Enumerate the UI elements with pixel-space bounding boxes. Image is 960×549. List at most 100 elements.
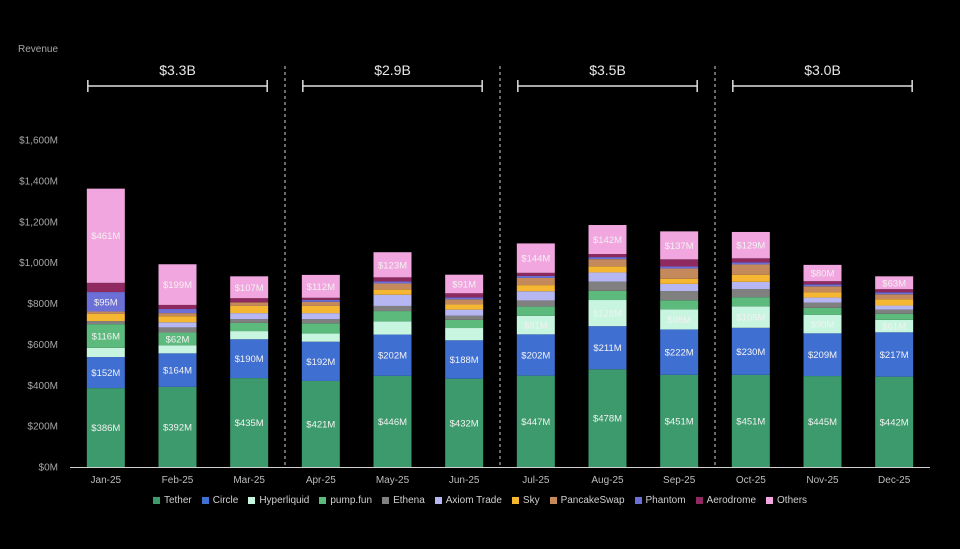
bar-segment: [445, 378, 484, 467]
data-label: $386M: [91, 423, 120, 434]
bar-segment: [875, 319, 914, 333]
bar-segment: [731, 288, 770, 298]
data-label: $63M: [882, 278, 906, 289]
legend-label: Hyperliquid: [259, 495, 310, 506]
bar-segment: [803, 292, 842, 298]
data-label: $202M: [378, 351, 407, 362]
legend-label: Tether: [163, 495, 192, 506]
data-label: $442M: [880, 417, 909, 428]
bar-segment: [158, 304, 197, 310]
bar-segment: [373, 334, 412, 376]
data-label: $62M: [166, 334, 190, 345]
legend-label: Others: [777, 495, 808, 506]
bar-segment: [301, 313, 340, 320]
bar-segment: [588, 257, 627, 260]
data-label: $392M: [163, 422, 192, 433]
bar-segment: [86, 292, 125, 312]
quarter-total-label: $3.3B: [159, 62, 196, 78]
bar-segment: [588, 225, 627, 255]
legend: Tether Circle Hyperliquid pump.fun Ethena Axi…: [0, 495, 960, 506]
data-label: $91M: [452, 279, 476, 290]
bar-segment: [230, 298, 269, 303]
bar-segment: [301, 299, 340, 302]
bar-segment: [230, 276, 269, 299]
data-label: $192M: [306, 357, 335, 368]
x-tick-label: Mar-25: [233, 475, 265, 486]
bar-segment: [516, 300, 555, 307]
bar-segment: [803, 286, 842, 293]
x-tick-label: Aug-25: [591, 475, 624, 486]
data-label: $451M: [665, 416, 694, 427]
bar-segment: [373, 283, 412, 290]
data-label: $421M: [306, 419, 335, 430]
bar-segment: [230, 319, 269, 323]
data-label: $61M: [882, 322, 906, 333]
legend-swatch: [434, 497, 442, 504]
bar-segment: [660, 283, 699, 292]
bar-segment: [445, 297, 484, 300]
data-label: $461M: [91, 231, 120, 242]
data-label: $447M: [521, 417, 550, 428]
x-tick-label: May-25: [376, 475, 410, 486]
bar-segment: [158, 313, 197, 317]
bar-segment: [86, 282, 125, 293]
bar-segment: [86, 357, 125, 389]
data-label: $451M: [736, 416, 765, 427]
bar-segment: [86, 188, 125, 283]
legend-swatch: [319, 497, 327, 504]
quarter-total-label: $3.5B: [589, 62, 626, 78]
bar-segment: [158, 345, 197, 354]
bar-segment: [516, 285, 555, 292]
legend-label: Phantom: [645, 495, 686, 506]
quarter-total-label: $3.0B: [804, 62, 841, 78]
data-label: $445M: [808, 417, 837, 428]
data-label: $432M: [450, 418, 479, 429]
bar-segment: [373, 289, 412, 295]
bar-segment: [445, 304, 484, 310]
legend-item: Circle: [201, 495, 238, 506]
bar-segment: [516, 272, 555, 276]
bar-segment: [516, 277, 555, 286]
legend-item: Hyperliquid: [248, 495, 309, 506]
bar-segment: [86, 388, 125, 467]
bar-segment: [373, 277, 412, 282]
x-tick-label: Jun-25: [449, 475, 480, 486]
legend-swatch: [766, 497, 774, 504]
legend-item: Axiom Trade: [434, 495, 502, 506]
bar-segment: [301, 297, 340, 300]
legend-item: PancakeSwap: [549, 495, 625, 506]
bar-segment: [301, 323, 340, 334]
bar-segment: [731, 306, 770, 328]
data-label: $446M: [378, 417, 407, 428]
data-label: $123M: [378, 260, 407, 271]
bar-segment: [803, 333, 842, 377]
bar-segment: [230, 313, 269, 320]
legend-item: Others: [766, 495, 807, 506]
x-tick-label: Nov-25: [806, 475, 839, 486]
data-label: $202M: [521, 351, 550, 362]
bar-segment: [731, 297, 770, 307]
bar-segment: [445, 315, 484, 320]
bar-segment: [86, 347, 125, 358]
bar-segment: [588, 259, 627, 267]
legend-item: Tether: [152, 495, 192, 506]
data-label: $209M: [808, 350, 837, 361]
bar-segment: [516, 275, 555, 278]
y-tick-label: $800M: [27, 299, 58, 310]
bar-segment: [588, 272, 627, 282]
bar-segment: [875, 332, 914, 377]
bar-segment: [516, 334, 555, 376]
bar-segment: [803, 302, 842, 308]
y-tick-label: $1,400M: [19, 176, 58, 187]
bar-segment: [660, 329, 699, 375]
bar-segment: [660, 231, 699, 260]
bar-segment: [803, 284, 842, 287]
data-label: $164M: [163, 366, 192, 377]
bar-segment: [803, 314, 842, 334]
bar-segment: [445, 309, 484, 316]
bar-segment: [875, 289, 914, 293]
bar-segment: [373, 321, 412, 335]
x-tick-label: Dec-25: [878, 475, 911, 486]
legend-label: pump.fun: [330, 495, 373, 506]
